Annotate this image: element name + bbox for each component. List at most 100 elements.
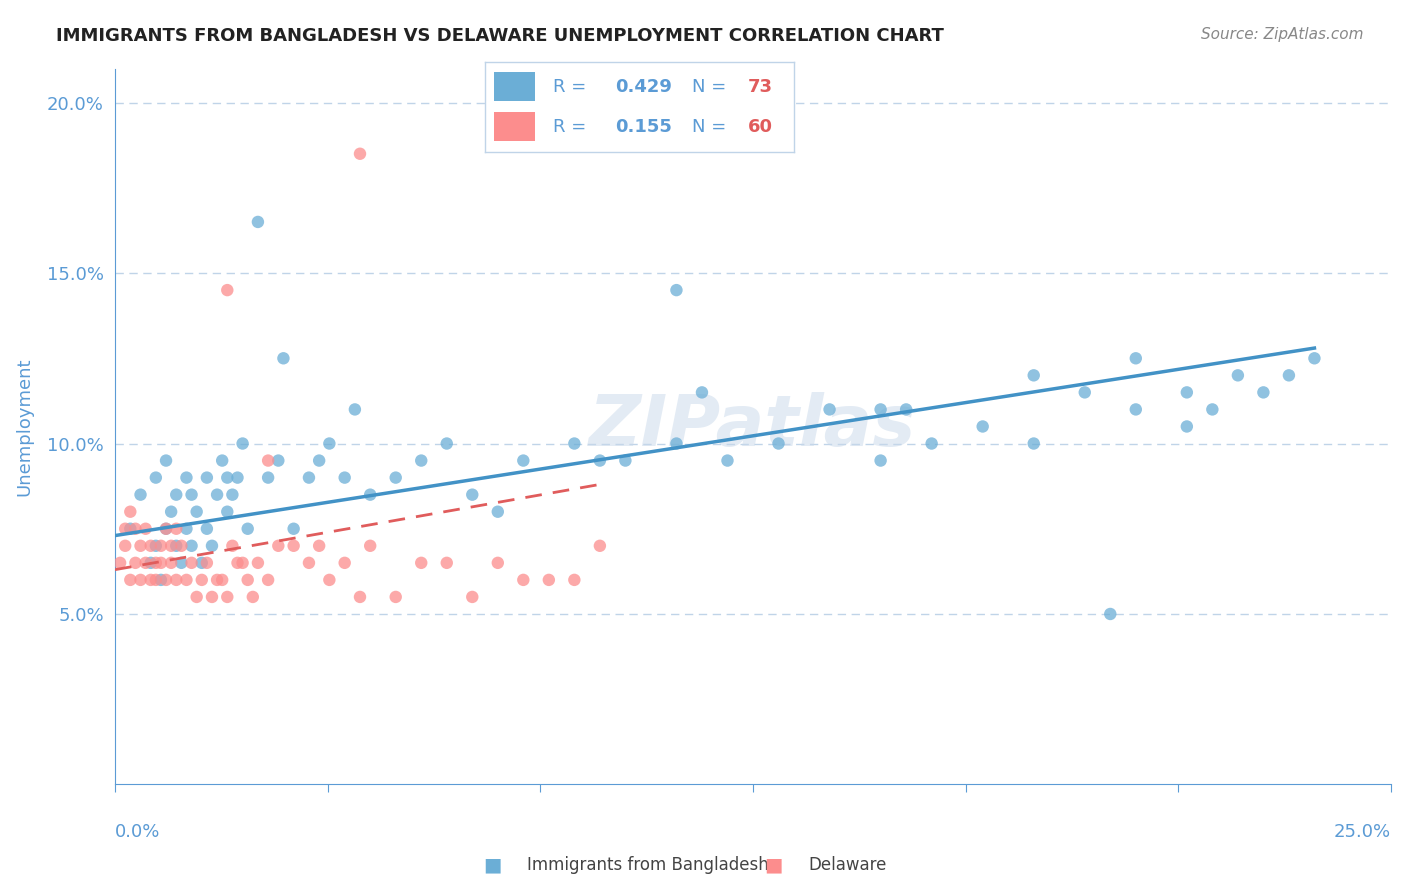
Point — [145, 539, 167, 553]
Point — [1099, 607, 1122, 621]
Point — [318, 436, 340, 450]
Point — [1074, 385, 1097, 400]
Point — [135, 556, 157, 570]
Text: 0.429: 0.429 — [614, 78, 672, 95]
Point — [359, 488, 381, 502]
Point — [359, 539, 381, 553]
Point — [120, 505, 142, 519]
Point — [170, 539, 193, 553]
Point — [512, 573, 534, 587]
Point — [461, 488, 484, 502]
Point — [232, 436, 254, 450]
Point — [1253, 385, 1275, 400]
Point — [165, 539, 187, 553]
Point — [818, 402, 841, 417]
Point — [129, 573, 152, 587]
Text: N =: N = — [692, 118, 733, 136]
Point — [217, 505, 239, 519]
Point — [205, 488, 228, 502]
Point — [165, 522, 187, 536]
Point — [139, 539, 162, 553]
Text: Source: ZipAtlas.com: Source: ZipAtlas.com — [1201, 27, 1364, 42]
Point — [195, 470, 218, 484]
Point — [267, 539, 290, 553]
Point — [108, 556, 131, 570]
Point — [176, 522, 198, 536]
Point — [236, 522, 259, 536]
Point — [155, 573, 177, 587]
Point — [129, 488, 152, 502]
Point — [1175, 385, 1198, 400]
Point — [257, 573, 280, 587]
Point — [411, 556, 433, 570]
Point — [145, 470, 167, 484]
Text: Delaware: Delaware — [808, 856, 887, 874]
Text: R =: R = — [553, 78, 592, 95]
Point — [298, 556, 321, 570]
Text: ZIPatlas: ZIPatlas — [589, 392, 917, 461]
Text: Immigrants from Bangladesh: Immigrants from Bangladesh — [527, 856, 769, 874]
Point — [1278, 368, 1301, 383]
Point — [589, 453, 612, 467]
Point — [217, 283, 239, 297]
Point — [236, 573, 259, 587]
Point — [217, 470, 239, 484]
Point — [160, 539, 183, 553]
Point — [343, 402, 366, 417]
Text: 25.0%: 25.0% — [1334, 823, 1391, 841]
Point — [972, 419, 994, 434]
Point — [1022, 368, 1045, 383]
Point — [149, 573, 172, 587]
Point — [869, 402, 891, 417]
Point — [894, 402, 917, 417]
Point — [160, 505, 183, 519]
Point — [180, 556, 202, 570]
Point — [149, 556, 172, 570]
FancyBboxPatch shape — [495, 72, 534, 101]
Point — [436, 436, 458, 450]
Point — [283, 539, 305, 553]
Point — [120, 573, 142, 587]
Point — [333, 470, 356, 484]
Text: ■: ■ — [763, 855, 783, 875]
Point — [191, 556, 214, 570]
Point — [191, 573, 214, 587]
Point — [114, 539, 136, 553]
Point — [145, 573, 167, 587]
Point — [221, 488, 243, 502]
Point — [211, 573, 233, 587]
Point — [257, 453, 280, 467]
Point — [139, 556, 162, 570]
Point — [665, 283, 688, 297]
Point — [589, 539, 612, 553]
Point — [384, 590, 406, 604]
Point — [921, 436, 943, 450]
Point — [226, 556, 249, 570]
Text: 0.0%: 0.0% — [115, 823, 160, 841]
Point — [232, 556, 254, 570]
Point — [124, 522, 146, 536]
Point — [165, 488, 187, 502]
Point — [665, 436, 688, 450]
Point — [298, 470, 321, 484]
Point — [1175, 419, 1198, 434]
FancyBboxPatch shape — [495, 112, 534, 141]
Text: 60: 60 — [748, 118, 773, 136]
Point — [211, 453, 233, 467]
Text: 0.155: 0.155 — [614, 118, 672, 136]
Point — [217, 590, 239, 604]
Point — [201, 539, 224, 553]
Point — [186, 590, 208, 604]
Point — [201, 590, 224, 604]
Text: N =: N = — [692, 78, 733, 95]
Point — [145, 556, 167, 570]
Point — [461, 590, 484, 604]
Point — [135, 522, 157, 536]
Point — [246, 556, 269, 570]
Point — [226, 470, 249, 484]
Point — [768, 436, 790, 450]
Text: ■: ■ — [482, 855, 502, 875]
Point — [176, 573, 198, 587]
Point — [283, 522, 305, 536]
Text: IMMIGRANTS FROM BANGLADESH VS DELAWARE UNEMPLOYMENT CORRELATION CHART: IMMIGRANTS FROM BANGLADESH VS DELAWARE U… — [56, 27, 943, 45]
